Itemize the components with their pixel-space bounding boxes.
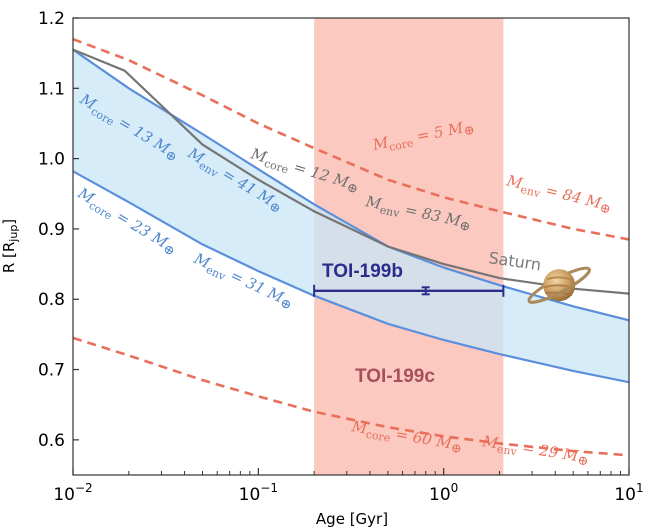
blue-upper-curve	[73, 48, 629, 322]
x-axis-label: Age [Gyr]	[316, 510, 388, 528]
y-tick-label: 0.7	[38, 361, 65, 381]
x-tick-label: 10−1	[239, 481, 278, 505]
red-dashed-upper-curve	[73, 37, 629, 241]
x-tick-label: 101	[614, 481, 643, 505]
x-tick-label: 10−2	[53, 481, 92, 505]
saturn-curve-annotation-env: Menv = 83 M⊕	[363, 192, 473, 235]
y-axis: 0.6 0.7 0.8 0.9 1.0 1.1 1.2	[38, 9, 79, 451]
y-tick-label: 1.0	[38, 150, 65, 170]
series-layer	[73, 37, 629, 457]
x-tick-label: 100	[429, 481, 458, 505]
x-axis: 10−2 10−1 100 101	[53, 468, 644, 505]
y-axis-label: R [Rjup]	[0, 219, 20, 273]
y-tick-label: 0.6	[38, 431, 65, 451]
toi-199c-label: TOI-199c	[355, 366, 435, 387]
y-tick-label: 0.9	[38, 220, 65, 240]
y-tick-label: 0.8	[38, 290, 65, 310]
saturn-curve	[73, 48, 629, 295]
y-tick-label: 1.1	[38, 79, 65, 99]
red-dashed-lower-curve	[73, 336, 629, 457]
toi-199b-errorbar	[313, 284, 505, 297]
plot-frame	[72, 17, 630, 476]
blue-band	[73, 49, 629, 383]
saturn-marker	[527, 266, 591, 304]
y-tick-label: 1.2	[38, 9, 65, 29]
blue-lower-curve	[73, 170, 629, 384]
toi-199b-label: TOI-199b	[322, 261, 403, 282]
